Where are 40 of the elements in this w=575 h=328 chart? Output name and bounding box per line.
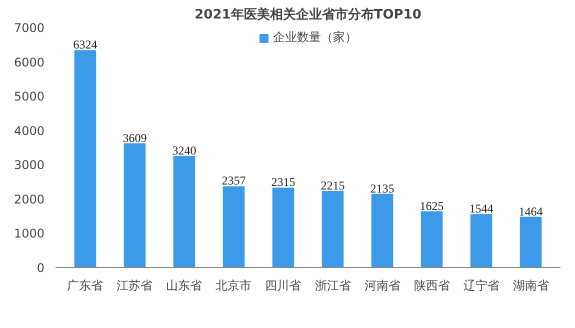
bar: [124, 143, 146, 268]
x-tick-label: 河南省: [364, 278, 400, 292]
x-tick-label: 湖南省: [512, 278, 549, 292]
x-tick-label: 陕西省: [414, 278, 450, 292]
bar: [222, 186, 245, 268]
data-label: 2215: [320, 178, 345, 193]
bar: [420, 211, 443, 268]
data-label: 1625: [420, 198, 444, 213]
y-tick-label: 6000: [14, 55, 45, 70]
bar: [520, 216, 542, 268]
x-tick-label: 辽宁省: [463, 278, 500, 292]
x-tick-label: 山东省: [166, 278, 202, 292]
y-tick-label: 3000: [14, 158, 45, 172]
legend-label: 企业数量（家）: [273, 29, 357, 46]
bar: [74, 50, 96, 268]
bar: [173, 156, 196, 268]
bar: [470, 214, 492, 268]
data-label: 3609: [122, 130, 147, 145]
chart-title: 2021年医美相关企业省市分布TOP10: [194, 6, 422, 22]
data-label: 3240: [172, 143, 196, 158]
data-label: 1544: [469, 202, 494, 216]
data-label: 6324: [73, 38, 98, 52]
data-label: 1464: [518, 204, 543, 218]
x-tick-label: 浙江省: [314, 278, 351, 292]
data-label: 2357: [222, 174, 246, 188]
y-tick-label: 0: [36, 261, 45, 275]
data-label: 2135: [370, 181, 394, 196]
data-label: 2315: [271, 175, 296, 190]
y-tick-label: 5000: [14, 90, 45, 104]
y-tick-label: 7000: [14, 21, 45, 35]
bar: [272, 188, 294, 268]
y-tick-label: 1000: [14, 226, 45, 241]
bar: [322, 191, 344, 268]
x-tick-label: 四川省: [265, 278, 302, 292]
y-tick-label: 4000: [14, 124, 45, 138]
y-tick-label: 2000: [14, 192, 45, 206]
x-tick-label: 北京市: [216, 278, 252, 292]
bar: [371, 194, 394, 268]
x-tick-label: 广东省: [67, 278, 104, 292]
x-tick-label: 江苏省: [116, 278, 153, 292]
